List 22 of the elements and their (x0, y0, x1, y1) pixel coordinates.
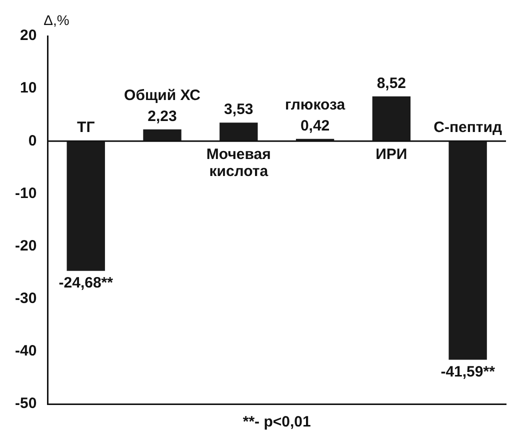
x-tick-label: ИРИ (376, 146, 408, 163)
data-label: 8,52 (376, 74, 406, 92)
data-label: 0,42 (300, 118, 330, 135)
y-axis-title: Δ,% (44, 12, 70, 28)
y-tick-label: -50 (14, 395, 37, 412)
y-tick-label: -10 (14, 184, 37, 202)
y-tick-label: 20 (20, 27, 37, 44)
text: **- p<0,01 (242, 414, 311, 431)
data-label: -41,59** (440, 363, 496, 380)
data-label: 3,53 (224, 101, 254, 118)
x-tick-label: С-пептид (434, 118, 502, 136)
y-tick-label: -20 (14, 237, 37, 254)
x-tick-label: ТГ (77, 118, 96, 136)
x-tick-label: Мочевая кислота (206, 146, 271, 180)
x-tick-label: глюкоза (284, 96, 346, 114)
data-label: 2,23 (148, 108, 177, 126)
data-label: -24,68** (58, 274, 114, 292)
y-tick-label: -30 (14, 290, 37, 307)
y-tick-label: 10 (20, 80, 37, 97)
x-tick-label: Общий ХС (124, 87, 201, 104)
y-tick-label: -40 (14, 342, 37, 360)
y-tick-label: 0 (28, 132, 37, 150)
